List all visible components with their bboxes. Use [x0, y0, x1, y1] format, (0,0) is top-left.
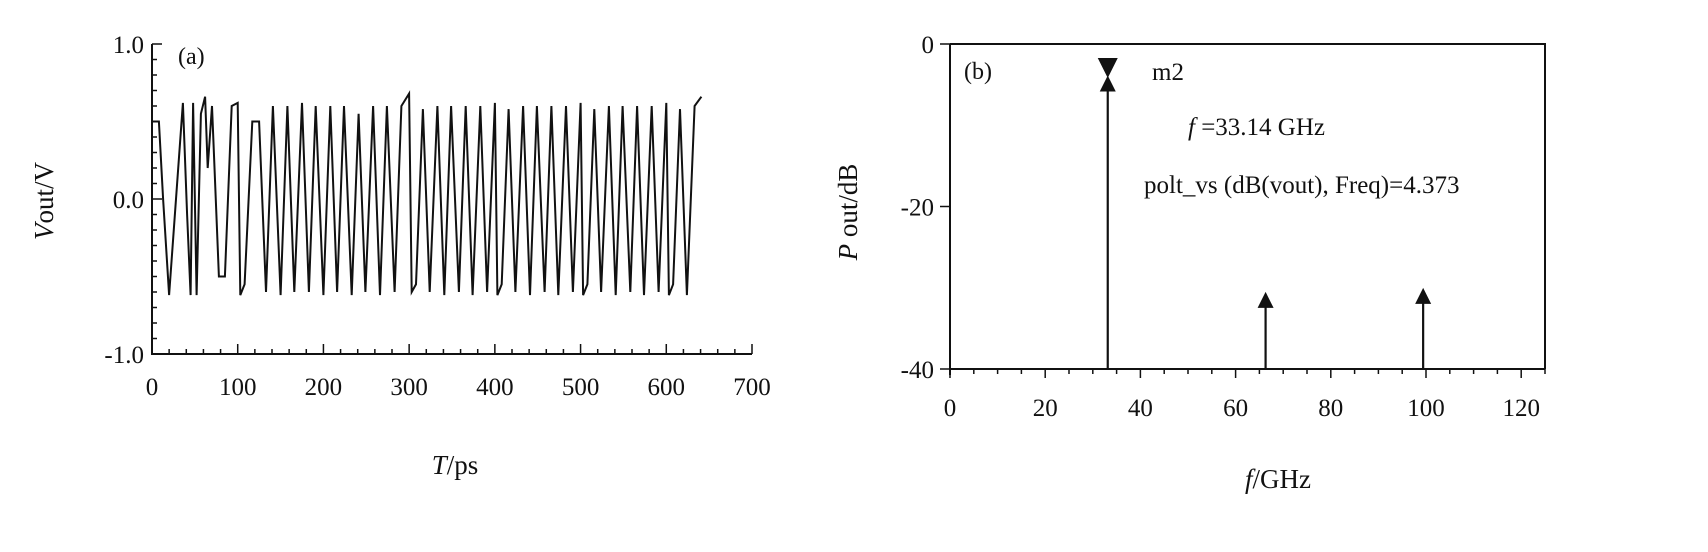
x-tick-label: 0	[146, 374, 159, 401]
spectrum-y-axis-title: P out/dB	[833, 164, 863, 262]
x-tick-label: 600	[648, 374, 686, 401]
y-tick-label: 0.0	[113, 187, 144, 214]
x-tick-label: 120	[1502, 395, 1540, 422]
spectral-line-arrow	[1257, 291, 1274, 308]
panel-label-a: (a)	[178, 44, 205, 70]
x-tick-label: 200	[305, 374, 343, 401]
y-title-unit: out/V	[29, 162, 59, 224]
marker-name: m2	[1152, 59, 1184, 86]
marker-frequency: f =33.14 GHz	[1188, 114, 1325, 141]
x-tick-label: 300	[390, 374, 428, 401]
x-tick-label: 400	[476, 374, 514, 401]
spectrum-axis-ticks	[940, 43, 1546, 378]
marker-frequency-symbol: f	[1188, 114, 1198, 141]
spectral-line-arrow	[1099, 75, 1116, 92]
y-title-unit-b: out/dB	[833, 164, 863, 244]
time-y-axis-title: Vout/V	[29, 162, 59, 241]
spectrum-x-tick-labels: 0 20 40 60 80 100 120	[944, 395, 1540, 422]
marker-frequency-value: =33.14 GHz	[1195, 114, 1325, 141]
y-tick-label: -1.0	[104, 342, 144, 369]
x-tick-label: 20	[1033, 395, 1058, 422]
spectrum-chart-frame	[949, 43, 1546, 375]
y-title-symbol: V	[29, 220, 59, 240]
x-tick-label: 100	[219, 374, 257, 401]
spectrum-chart: 0 20 40 60 80 100 120 -40 -20 0 (b) m2 f =33.14 …	[833, 32, 1546, 494]
x-tick-label: 500	[562, 374, 600, 401]
x-title-unit: /ps	[447, 450, 479, 480]
time-domain-chart: 0 100 200 300 400 500 600 700 -1.0 0.0 1.0 (a) T/…	[29, 32, 771, 480]
y-tick-label: 0	[922, 32, 935, 59]
spectrum-x-axis-title: f/GHz	[1245, 464, 1311, 494]
spectrum-y-tick-labels: -40 -20 0	[901, 32, 934, 384]
time-chart-axes	[151, 44, 752, 355]
marker-triangle	[1097, 58, 1118, 78]
x-tick-label: 80	[1318, 395, 1343, 422]
x-tick-label: 100	[1407, 395, 1445, 422]
marker-readout: polt_vs (dB(vout), Freq)=4.373	[1144, 172, 1459, 199]
time-x-tick-labels: 0 100 200 300 400 500 600 700	[146, 374, 771, 401]
x-tick-label: 60	[1223, 395, 1248, 422]
spectral-lines	[1099, 75, 1432, 369]
panel-label-b: (b)	[964, 59, 992, 85]
y-title-symbol-b: P	[833, 244, 863, 262]
x-title-unit-b: /GHz	[1253, 464, 1311, 494]
y-tick-label: -40	[901, 357, 934, 384]
y-tick-label: 1.0	[113, 32, 144, 59]
x-tick-label: 0	[944, 395, 957, 422]
m2-marker-icon	[1097, 58, 1118, 78]
x-tick-label: 40	[1128, 395, 1153, 422]
x-tick-label: 700	[733, 374, 771, 401]
output-voltage-waveform	[152, 90, 703, 296]
y-tick-label: -20	[901, 195, 934, 222]
time-x-axis-title: T/ps	[432, 450, 479, 480]
x-title-symbol: T	[432, 450, 449, 480]
time-y-tick-labels: -1.0 0.0 1.0	[104, 32, 144, 369]
x-title-symbol-b: f	[1245, 464, 1256, 494]
spectral-line-arrow	[1415, 287, 1432, 304]
